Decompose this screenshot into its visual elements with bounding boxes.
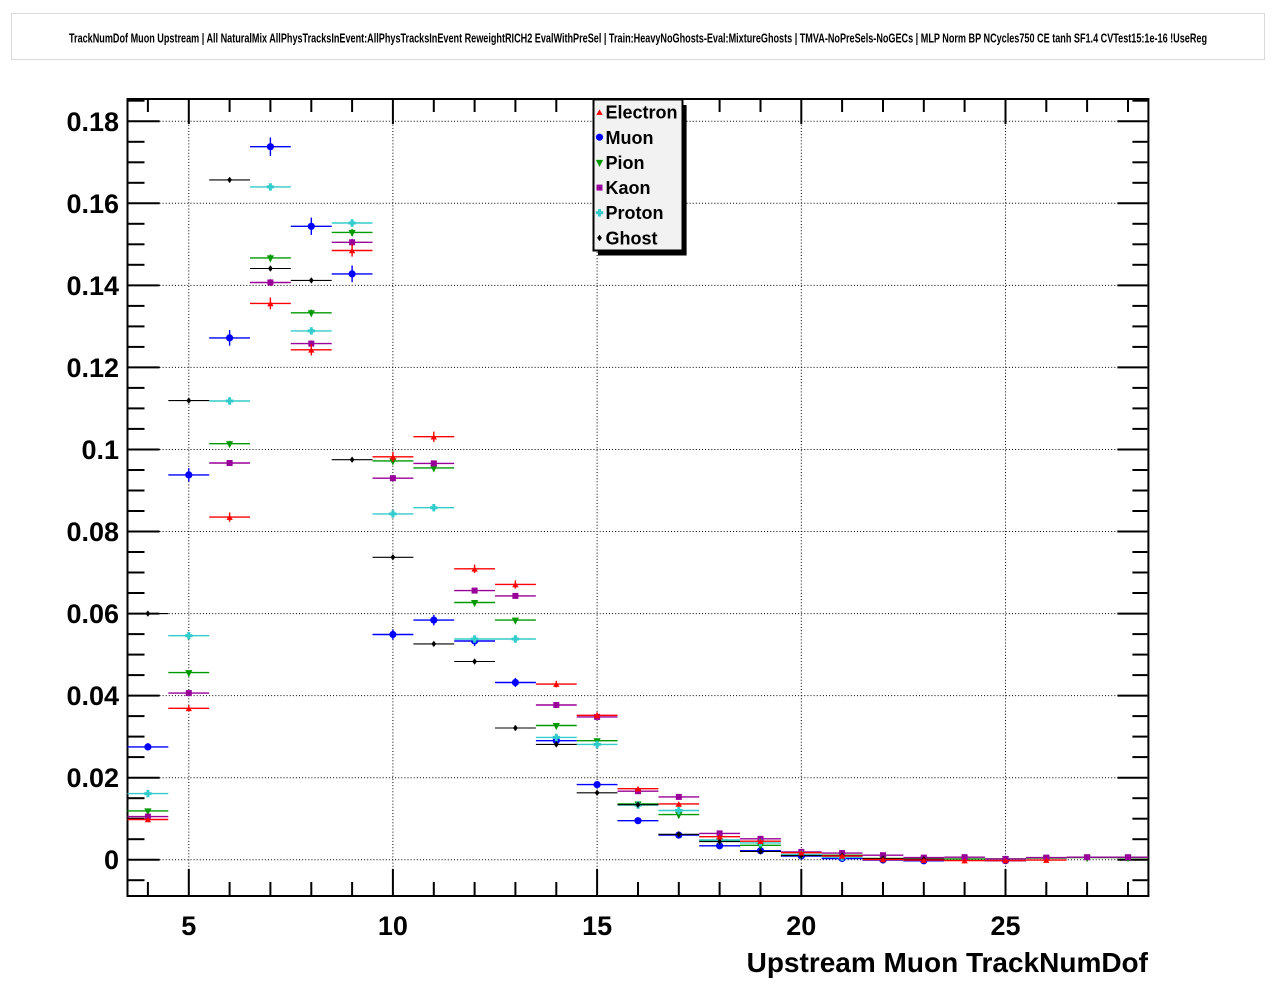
svg-text:TrackNumDof Muon Upstream | Al: TrackNumDof Muon Upstream | All NaturalM… <box>69 32 1207 46</box>
svg-text:Proton: Proton <box>606 203 664 223</box>
svg-text:0.1: 0.1 <box>81 435 119 465</box>
svg-text:Upstream Muon TrackNumDof: Upstream Muon TrackNumDof <box>747 947 1149 978</box>
svg-text:0.02: 0.02 <box>66 763 119 793</box>
svg-text:5: 5 <box>181 911 196 941</box>
svg-text:0.14: 0.14 <box>66 271 119 301</box>
svg-text:0.16: 0.16 <box>66 189 119 219</box>
svg-text:25: 25 <box>990 911 1020 941</box>
svg-text:20: 20 <box>786 911 816 941</box>
svg-text:Ghost: Ghost <box>606 228 658 248</box>
svg-text:0: 0 <box>104 845 119 875</box>
svg-text:0.12: 0.12 <box>66 353 119 383</box>
svg-text:0.08: 0.08 <box>66 517 119 547</box>
svg-text:0.18: 0.18 <box>66 107 119 137</box>
svg-text:0.06: 0.06 <box>66 599 119 629</box>
svg-text:0.04: 0.04 <box>66 681 119 711</box>
svg-text:Kaon: Kaon <box>606 178 651 198</box>
svg-text:Pion: Pion <box>606 153 645 173</box>
svg-text:15: 15 <box>582 911 612 941</box>
svg-text:Muon: Muon <box>606 128 654 148</box>
svg-text:10: 10 <box>378 911 408 941</box>
svg-text:Electron: Electron <box>606 103 678 123</box>
